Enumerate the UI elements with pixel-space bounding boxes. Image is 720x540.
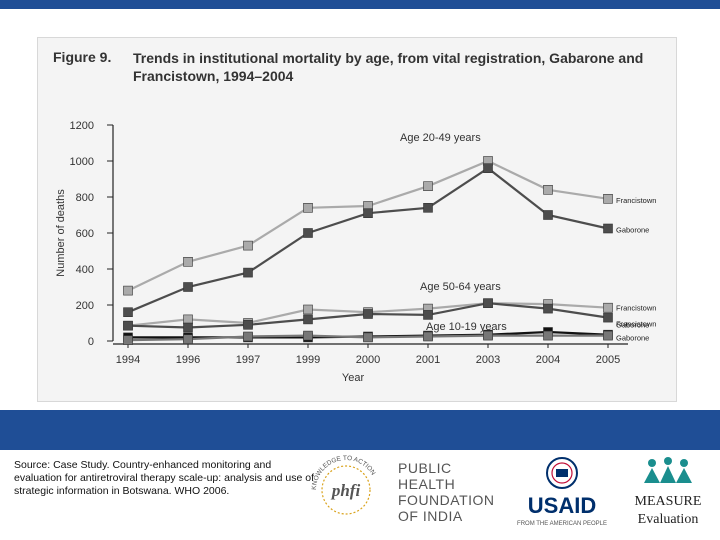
- data-point: [364, 333, 373, 342]
- data-point: [304, 203, 313, 212]
- series-end-label: Gaborone: [616, 226, 649, 235]
- y-tick-label: 200: [76, 300, 94, 312]
- phfi-name-line: FOUNDATION: [398, 492, 508, 508]
- figure-panel: Figure 9. Trends in institutional mortal…: [37, 37, 677, 402]
- group-label: Age 20-49 years: [400, 132, 481, 144]
- series-end-label: Gaborone: [616, 334, 649, 343]
- x-tick-label: 2004: [536, 354, 560, 366]
- phfi-name-line: HEALTH: [398, 476, 508, 492]
- y-tick-label: 600: [76, 228, 94, 240]
- x-tick-label: 2000: [356, 354, 380, 366]
- data-point: [244, 268, 253, 277]
- data-point: [484, 164, 493, 173]
- data-point: [544, 331, 553, 340]
- x-tick-label: 2001: [416, 354, 440, 366]
- y-axis-label: Number of deaths: [55, 189, 67, 277]
- data-point: [244, 320, 253, 329]
- data-point: [124, 286, 133, 295]
- data-point: [304, 315, 313, 324]
- data-point: [544, 185, 553, 194]
- data-point: [604, 224, 613, 233]
- series-line: [128, 168, 608, 312]
- data-point: [124, 336, 133, 345]
- data-point: [604, 303, 613, 312]
- usaid-tagline: FROM THE AMERICAN PEOPLE: [517, 521, 607, 527]
- data-point: [544, 211, 553, 220]
- data-point: [124, 308, 133, 317]
- y-tick-label: 800: [76, 192, 94, 204]
- top-accent-bar: [0, 0, 720, 9]
- data-point: [424, 203, 433, 212]
- usaid-logo: USAID FROM THE AMERICAN PEOPLE: [514, 455, 610, 530]
- data-point: [244, 241, 253, 250]
- data-point: [544, 304, 553, 313]
- data-point: [184, 315, 193, 324]
- x-tick-label: 1997: [236, 354, 260, 366]
- y-tick-label: 400: [76, 264, 94, 276]
- y-tick-label: 1200: [70, 120, 94, 132]
- measure-name: MEASURE: [635, 494, 702, 509]
- series-end-label: Francistown: [616, 320, 656, 329]
- data-point: [184, 335, 193, 344]
- phfi-name-line: PUBLIC: [398, 460, 508, 476]
- bottom-band: [0, 410, 720, 450]
- data-point: [604, 194, 613, 203]
- phfi-mark-text: phfi: [330, 481, 361, 500]
- measure-subtitle: Evaluation: [638, 512, 699, 527]
- y-tick-label: 1000: [70, 156, 94, 168]
- data-point: [184, 257, 193, 266]
- y-tick-label: 0: [88, 336, 94, 348]
- data-point: [304, 331, 313, 340]
- data-point: [604, 331, 613, 340]
- x-tick-label: 2003: [476, 354, 500, 366]
- series-line: [128, 161, 608, 291]
- people-icon: [644, 457, 692, 483]
- data-point: [424, 310, 433, 319]
- data-point: [424, 332, 433, 341]
- data-point: [484, 299, 493, 308]
- data-point: [304, 229, 313, 238]
- x-tick-label: 1996: [176, 354, 200, 366]
- source-citation: Source: Case Study. Country-enhanced mon…: [14, 459, 314, 498]
- group-label: Age 10-19 years: [426, 321, 507, 333]
- series-end-label: Francistown: [616, 196, 656, 205]
- group-label: Age 50-64 years: [420, 281, 501, 293]
- data-point: [304, 305, 313, 314]
- data-point: [184, 283, 193, 292]
- data-point: [124, 321, 133, 330]
- phfi-name: PUBLIC HEALTH FOUNDATION OF INDIA: [398, 460, 508, 524]
- data-point: [184, 323, 193, 332]
- usaid-seal-shield: [556, 469, 568, 477]
- x-axis-label: Year: [342, 372, 365, 384]
- usaid-name: USAID: [528, 493, 596, 518]
- x-tick-label: 1999: [296, 354, 320, 366]
- data-point: [364, 209, 373, 218]
- measure-evaluation-logo: MEASURE Evaluation: [622, 455, 714, 530]
- data-point: [244, 332, 253, 341]
- data-point: [424, 182, 433, 191]
- phfi-logo-mark: KNOWLEDGE TO ACTION phfi: [308, 452, 384, 528]
- data-point: [604, 313, 613, 322]
- x-tick-label: 1994: [116, 354, 140, 366]
- data-point: [364, 310, 373, 319]
- phfi-name-line: OF INDIA: [398, 508, 508, 524]
- series-end-label: Francistown: [616, 304, 656, 313]
- x-tick-label: 2005: [596, 354, 620, 366]
